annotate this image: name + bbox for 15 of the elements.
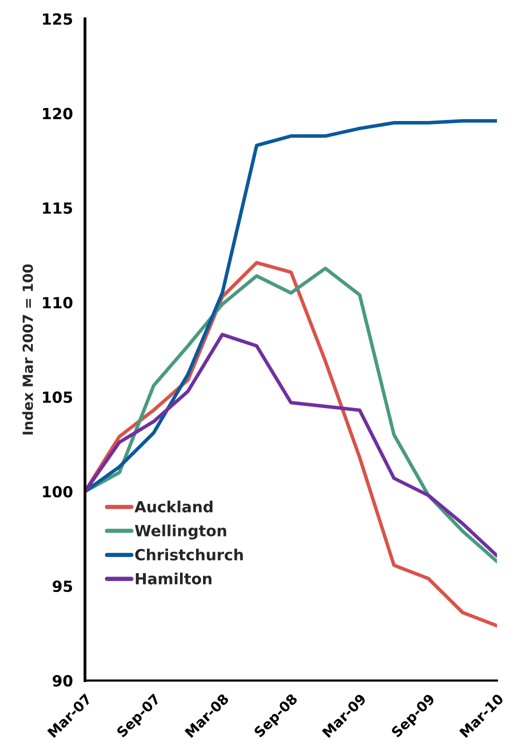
legend-label: Auckland [134,500,212,512]
y-axis-title: Index Mar 2007 = 100 [22,264,34,434]
y-tick-label: 95 [52,580,72,592]
y-tick-label: 125 [43,13,72,25]
y-tick-label: 110 [43,296,72,308]
legend-label: Christchurch [135,548,243,560]
y-tick-label: 100 [43,486,72,498]
y-tick-label: 90 [52,675,72,687]
legend-label: Hamilton [136,572,212,584]
y-tick-label: 105 [43,391,72,403]
line-series [84,266,497,564]
y-tick-label: 120 [43,108,72,120]
legend-label: Wellington [134,524,226,540]
line-series [84,119,497,494]
y-tick-label: 115 [43,202,72,214]
